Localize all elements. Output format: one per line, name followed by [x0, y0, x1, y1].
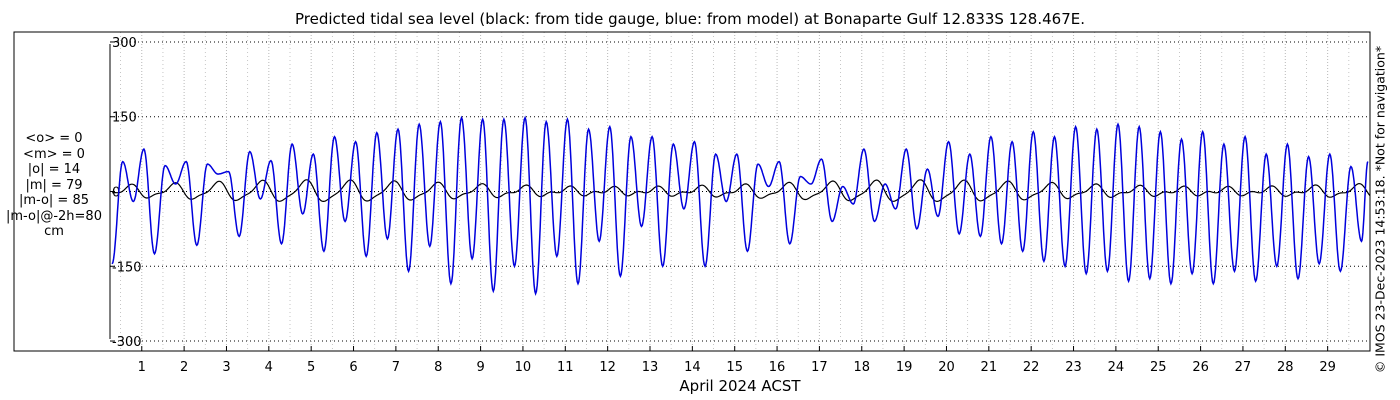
- x-tick-label: 15: [726, 360, 743, 375]
- stat-diff-lag: |m-o|@-2h=80: [6, 208, 102, 224]
- x-tick-label: 25: [1150, 360, 1167, 375]
- x-tick-label: 26: [1192, 360, 1209, 375]
- stat-obs-abs: |o| = 14: [27, 162, 81, 177]
- x-tick-label: 6: [349, 360, 357, 375]
- x-tick-label: 11: [557, 360, 574, 375]
- x-tick-label: 22: [1023, 360, 1040, 375]
- x-tick-label: 24: [1108, 360, 1125, 375]
- x-tick-label: 20: [938, 360, 955, 375]
- y-tick-label: 150: [112, 111, 137, 126]
- x-tick-label: 28: [1277, 360, 1294, 375]
- x-axis-label: April 2024 ACST: [679, 377, 801, 395]
- x-ticks: 1 2 3 4 5 6 7 8 9 10 11 12 13 14 15 16 17 18 19 20 21 22 23 24 2…: [138, 346, 1336, 375]
- y-tick-label: -150: [112, 260, 142, 275]
- x-tick-label: 27: [1235, 360, 1252, 375]
- stat-diff: |m-o| = 85: [18, 193, 89, 208]
- x-tick-label: 5: [307, 360, 315, 375]
- x-tick-label: 7: [392, 360, 400, 375]
- x-tick-label: 9: [476, 360, 484, 375]
- x-tick-label: 12: [599, 360, 616, 375]
- x-tick-label: 4: [265, 360, 273, 375]
- x-tick-label: 2: [180, 360, 188, 375]
- x-tick-label: 13: [642, 360, 659, 375]
- y-tick-label: -300: [112, 335, 142, 350]
- model-series-line: [111, 115, 1369, 297]
- credit-text: © IMOS 23-Dec-2023 14:53:18. *Not for na…: [1372, 45, 1388, 374]
- stat-model-abs: |m| = 79: [25, 177, 83, 193]
- x-tick-label: 29: [1319, 360, 1336, 375]
- x-tick-label: 16: [769, 360, 786, 375]
- stat-obs-mean: <o> = 0: [25, 131, 83, 146]
- x-tick-label: 17: [811, 360, 828, 375]
- x-tick-label: 23: [1065, 360, 1082, 375]
- chart-title: Predicted tidal sea level (black: from t…: [295, 10, 1085, 28]
- x-tick-label: 21: [981, 360, 998, 375]
- x-tick-label: 1: [138, 360, 146, 375]
- stat-units: cm: [44, 224, 64, 239]
- x-tick-label: 10: [515, 360, 532, 375]
- x-tick-label: 8: [434, 360, 442, 375]
- x-tick-label: 14: [684, 360, 701, 375]
- x-tick-label: 3: [222, 360, 230, 375]
- y-tick-label: 300: [112, 36, 137, 51]
- x-tick-label: 19: [896, 360, 913, 375]
- stats-panel: <o> = 0 <m> = 0 |o| = 14 |m| = 79 |m-o| …: [6, 131, 102, 240]
- stat-model-mean: <m> = 0: [23, 146, 85, 162]
- x-tick-label: 18: [853, 360, 870, 375]
